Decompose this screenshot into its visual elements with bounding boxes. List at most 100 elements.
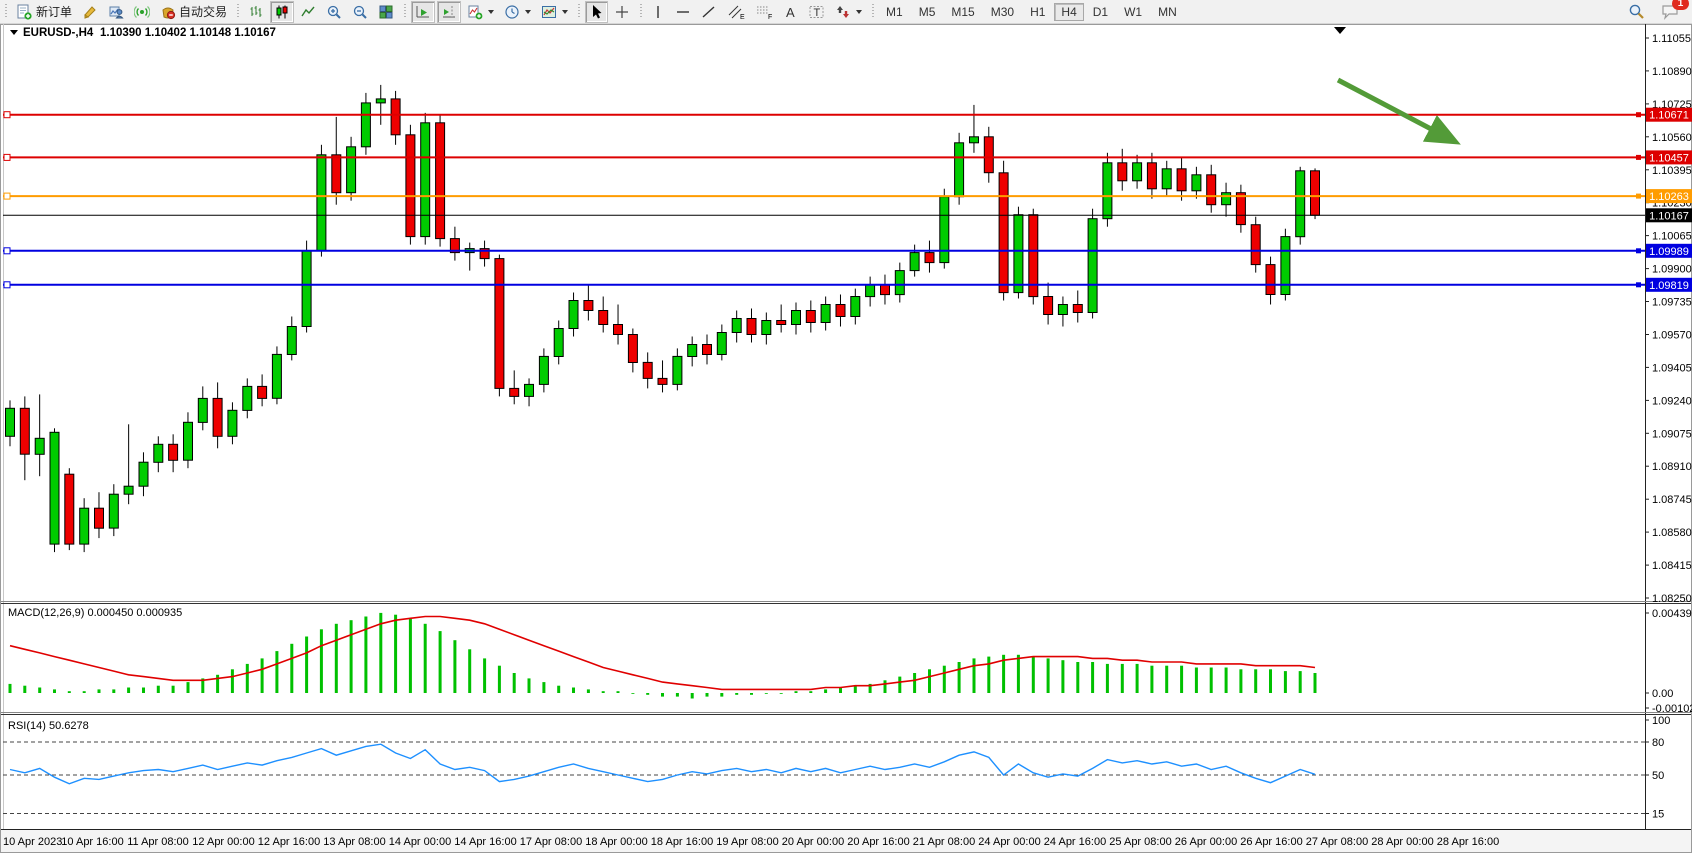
macd-histogram-bar — [987, 656, 991, 693]
candle-up — [909, 252, 920, 272]
macd-histogram-bar — [557, 685, 561, 693]
macd-histogram-bar — [1165, 665, 1169, 693]
candle-up — [138, 461, 149, 487]
chevron-down-icon — [562, 9, 569, 14]
shapes-button[interactable] — [831, 1, 866, 23]
line-handle[interactable] — [3, 153, 11, 161]
profiles-button[interactable] — [104, 1, 128, 23]
bar-chart-button[interactable] — [244, 1, 268, 23]
line-handle[interactable] — [3, 111, 11, 119]
horizontal-line-button[interactable] — [671, 1, 695, 23]
macd-histogram-bar — [1076, 662, 1080, 693]
line-chart-button[interactable] — [296, 1, 320, 23]
rsi-label: RSI(14) 50.6278 — [8, 720, 89, 732]
timeframe-button-mn[interactable]: MN — [1158, 4, 1177, 19]
candle-down — [331, 154, 342, 194]
new-order-button[interactable]: 新订单 — [12, 1, 76, 23]
indicators-icon — [468, 5, 483, 19]
toolbar-grip[interactable] — [576, 4, 582, 19]
macd-histogram-bar — [913, 673, 917, 693]
timeframe-button-d1[interactable]: D1 — [1092, 4, 1109, 19]
toolbar-grip[interactable] — [402, 4, 408, 19]
chart-shift-button[interactable] — [437, 0, 462, 23]
line-handle[interactable] — [1636, 248, 1641, 254]
timeframe-button-m15[interactable]: M15 — [951, 4, 975, 19]
line-handle[interactable] — [3, 192, 11, 200]
search-button[interactable] — [1624, 1, 1649, 23]
time-axis-label: 14 Apr 00:00 — [389, 836, 451, 848]
line-handle[interactable] — [1636, 193, 1641, 199]
equidistant-channel-button[interactable]: E — [723, 1, 749, 23]
timeframe-button-h4[interactable]: H4 — [1054, 2, 1084, 21]
time-axis-label: 12 Apr 16:00 — [258, 836, 320, 848]
timeframe-button-m5[interactable]: M5 — [918, 4, 936, 19]
macd-histogram-bar — [735, 693, 739, 695]
macd-histogram-bar — [171, 685, 175, 693]
candlestick-chart-button[interactable] — [270, 0, 295, 23]
macd-histogram-bar — [305, 636, 309, 693]
metaeditor-button[interactable] — [78, 1, 102, 23]
zoom-in-button[interactable] — [322, 1, 346, 23]
rsi-line — [9, 743, 1316, 785]
time-axis-label: 24 Apr 00:00 — [978, 836, 1040, 848]
line-handle[interactable] — [1636, 154, 1641, 160]
toolbar-grip[interactable] — [3, 4, 8, 19]
fibonacci-button[interactable]: F — [751, 1, 777, 23]
line-handle[interactable] — [1636, 282, 1641, 288]
timeframe-button-h1[interactable]: H1 — [1030, 4, 1046, 19]
line-handle[interactable] — [3, 247, 11, 255]
candle-up — [568, 300, 579, 329]
signals-button[interactable] — [130, 1, 154, 23]
horizontal-line-icon — [677, 10, 690, 13]
vertical-line-button[interactable] — [647, 1, 669, 23]
candle-down — [94, 507, 104, 529]
macd-histogram-bar — [275, 651, 279, 693]
candle-down — [435, 122, 446, 240]
window-menu-icon[interactable] — [10, 30, 18, 35]
toolbar: 新订单 自动交易 — [0, 0, 1692, 24]
macd-histogram-bar — [53, 689, 56, 693]
templates-button[interactable] — [537, 1, 572, 23]
text-label-button[interactable]: T — [804, 1, 829, 23]
cursor-button[interactable] — [585, 0, 609, 23]
line-handle[interactable] — [3, 281, 11, 289]
text-button[interactable]: A — [779, 1, 802, 23]
macd-histogram-bar — [527, 678, 531, 693]
text-label-icon: T — [809, 5, 824, 19]
crosshair-icon — [616, 5, 629, 18]
zoom-out-button[interactable] — [348, 1, 372, 23]
crosshair-button[interactable] — [610, 1, 634, 23]
timeframe-button-m1[interactable]: M1 — [886, 4, 903, 19]
toolbar-grip[interactable] — [870, 4, 876, 19]
macd-label: MACD(12,26,9) 0.000450 0.000935 — [8, 607, 182, 619]
trendline-button[interactable] — [697, 1, 721, 23]
candle-up — [716, 332, 727, 355]
toolbar-grip[interactable] — [638, 4, 644, 19]
periods-button[interactable] — [500, 1, 535, 23]
autoscroll-button[interactable] — [411, 0, 436, 23]
trend-arrow[interactable] — [1336, 77, 1461, 145]
new-order-label: 新订单 — [36, 5, 73, 19]
candle-up — [360, 102, 371, 148]
toolbar-grip[interactable] — [235, 4, 241, 19]
chat-button[interactable]: 1 — [1657, 0, 1689, 23]
hlines-layer: 1.10671 1.10457 1.10263 1.10167 1.09989 1.098… — [3, 107, 1692, 292]
chart-shift-icon — [443, 5, 456, 17]
candle-up — [687, 344, 698, 357]
macd-histogram-bar — [1180, 665, 1184, 693]
timeframe-button-m30[interactable]: M30 — [990, 4, 1015, 19]
shift-marker-icon — [1334, 27, 1346, 34]
candle-down — [1206, 174, 1217, 206]
tile-windows-button[interactable] — [374, 1, 398, 23]
indicators-button[interactable] — [463, 1, 498, 23]
time-axis-label: 13 Apr 08:00 — [323, 836, 385, 848]
candle-up — [316, 154, 327, 252]
line-handle[interactable] — [1636, 112, 1641, 118]
candle-down — [642, 361, 653, 379]
timeframe-button-w1[interactable]: W1 — [1124, 4, 1143, 19]
candle-up — [939, 196, 950, 264]
autotrading-button[interactable]: 自动交易 — [156, 1, 231, 23]
macd-histogram-bar — [1105, 663, 1109, 693]
candle-up — [820, 304, 831, 323]
macd-histogram-bar — [260, 658, 264, 693]
